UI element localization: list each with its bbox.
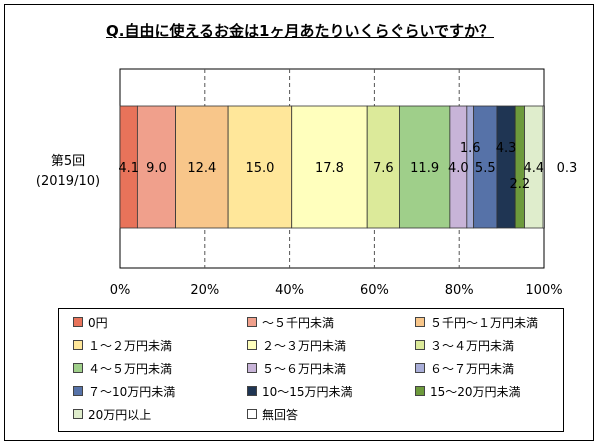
data-label: 9.0 bbox=[146, 161, 167, 176]
data-label: 5.5 bbox=[475, 161, 496, 176]
bar-segment bbox=[399, 105, 451, 229]
data-label: 15.0 bbox=[245, 161, 274, 176]
data-label: 12.4 bbox=[187, 161, 216, 176]
data-label: 4.1 bbox=[118, 161, 139, 176]
legend-swatch bbox=[247, 340, 257, 350]
chart-frame bbox=[4, 4, 594, 441]
legend-swatch bbox=[415, 317, 425, 327]
legend-label: １～２万円未満 bbox=[88, 339, 173, 353]
legend-swatch bbox=[73, 363, 83, 373]
bar-segment bbox=[291, 105, 368, 229]
category-label-line-2: (2019/10) bbox=[35, 174, 101, 189]
legend-label: 15～20万円未満 bbox=[430, 385, 521, 399]
legend-swatch bbox=[73, 317, 83, 327]
legend-label: ５千円～１万円未満 bbox=[430, 316, 539, 330]
data-label: 4.3 bbox=[496, 141, 517, 156]
legend-label: 0円 bbox=[88, 316, 108, 330]
legend-swatch bbox=[73, 386, 83, 396]
legend-label: ７～10万円未満 bbox=[88, 385, 176, 399]
data-label: 2.2 bbox=[509, 177, 530, 192]
legend-label: ４～５万円未満 bbox=[88, 362, 173, 376]
legend-label: ６～７万円未満 bbox=[430, 362, 515, 376]
legend: 0円 ～５千円未満 ５千円～１万円未満 １～２万円未満 ２～３万円未満 ３～４万円未満 ４～… bbox=[58, 308, 564, 432]
category-label-line-1: 第5回 bbox=[50, 154, 86, 169]
legend-label: 10～15万円未満 bbox=[262, 385, 353, 399]
bar-segment bbox=[366, 105, 400, 229]
bar-segment bbox=[175, 105, 229, 229]
legend-swatch bbox=[73, 409, 83, 419]
legend-swatch bbox=[247, 317, 257, 327]
legend-swatch bbox=[247, 409, 257, 419]
legend-swatch bbox=[247, 363, 257, 373]
chart-title: Q.自由に使えるお金は1ヶ月あたりいくらぐらいですか？ bbox=[106, 22, 494, 40]
x-tick-label: 40% bbox=[275, 283, 305, 298]
data-label: 7.6 bbox=[373, 161, 394, 176]
x-tick-label: 20% bbox=[190, 283, 220, 298]
bar-segment bbox=[136, 105, 176, 229]
legend-label: ～５千円未満 bbox=[262, 316, 335, 330]
data-label: 4.0 bbox=[448, 161, 469, 176]
legend-label: ３～４万円未満 bbox=[430, 339, 515, 353]
bar-segment bbox=[227, 105, 293, 229]
bar-segment bbox=[496, 105, 516, 229]
data-label: 0.3 bbox=[557, 161, 578, 176]
data-label: 1.6 bbox=[460, 141, 481, 156]
x-tick-label: 0% bbox=[109, 283, 131, 298]
legend-swatch bbox=[415, 340, 425, 350]
legend-swatch bbox=[415, 386, 425, 396]
x-tick-label: 80% bbox=[444, 283, 474, 298]
x-tick-label: 60% bbox=[359, 283, 389, 298]
legend-swatch bbox=[73, 340, 83, 350]
legend-label: 無回答 bbox=[262, 408, 299, 422]
x-tick-label: 100% bbox=[525, 283, 563, 298]
legend-label: ２～３万円未満 bbox=[262, 339, 347, 353]
bar-segment bbox=[542, 105, 545, 229]
data-label: 17.8 bbox=[315, 161, 344, 176]
data-label: 4.4 bbox=[523, 161, 544, 176]
legend-swatch bbox=[415, 363, 425, 373]
legend-label: 20万円以上 bbox=[88, 408, 152, 422]
legend-label: ５～６万円未満 bbox=[262, 362, 347, 376]
legend-swatch bbox=[247, 386, 257, 396]
data-label: 11.9 bbox=[410, 161, 439, 176]
